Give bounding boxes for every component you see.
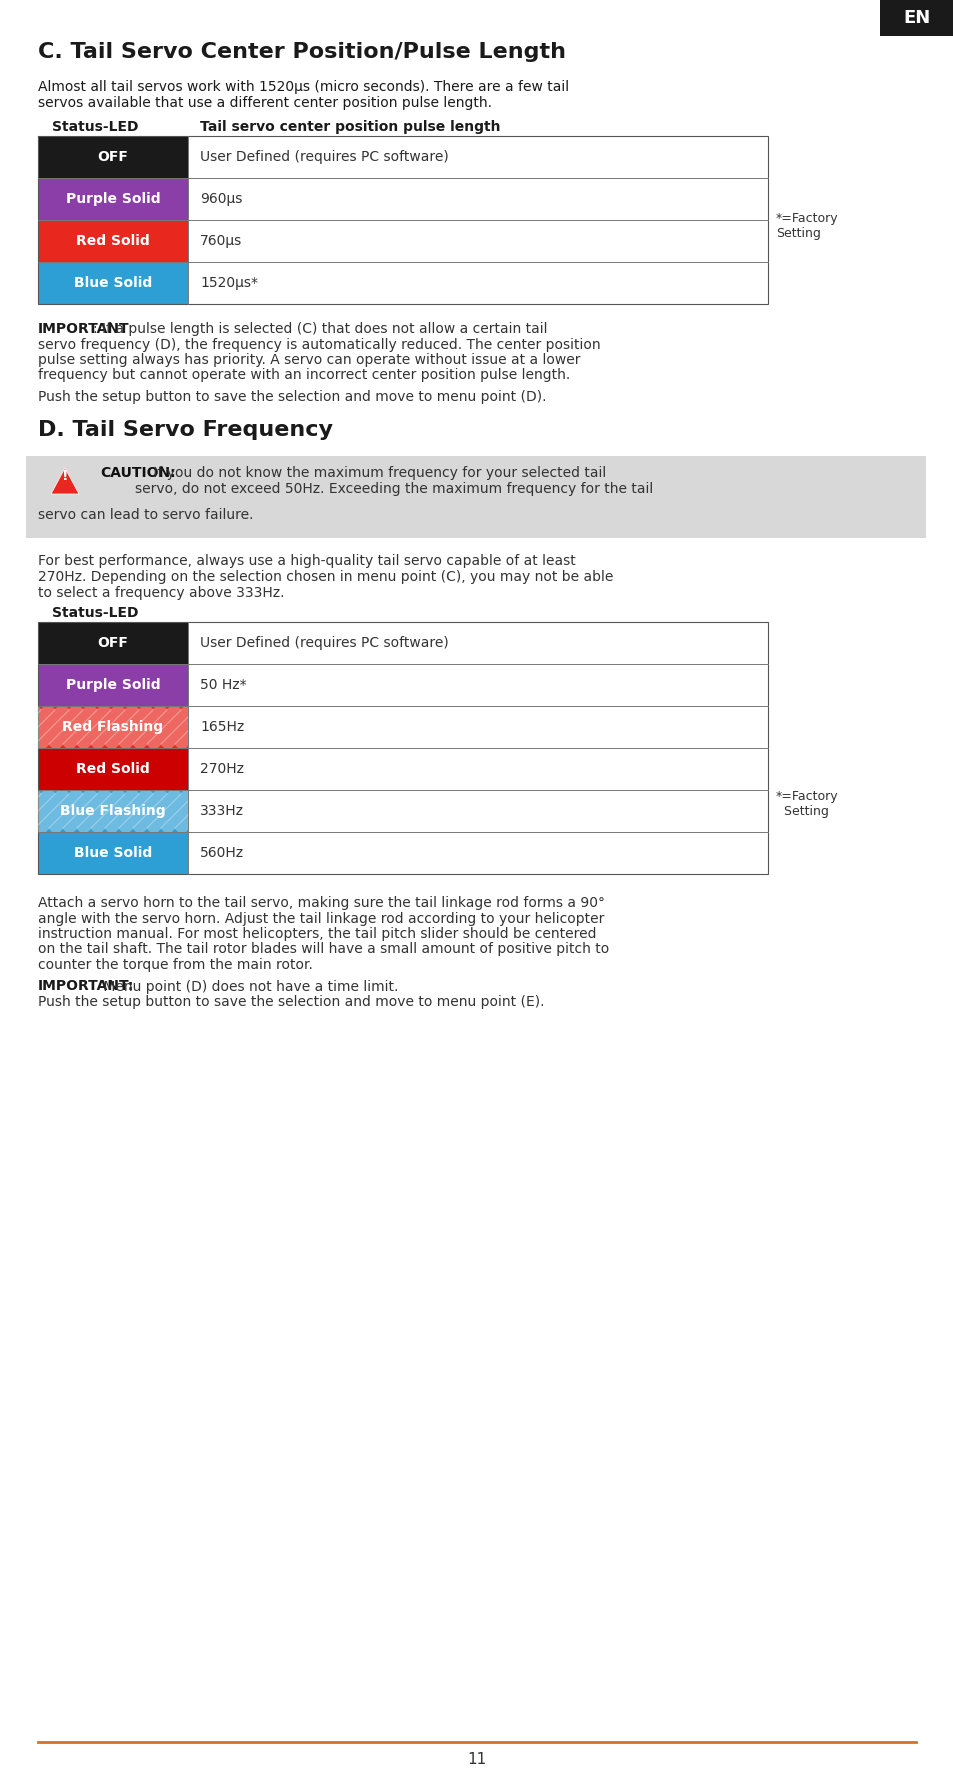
- Text: Status-LED: Status-LED: [52, 606, 138, 620]
- Text: 1520μs*: 1520μs*: [200, 275, 257, 290]
- Text: 270Hz: 270Hz: [200, 762, 244, 777]
- Bar: [879, 0, 953, 36]
- Bar: [38, 622, 188, 665]
- Text: counter the torque from the main rotor.: counter the torque from the main rotor.: [38, 958, 313, 972]
- Text: Almost all tail servos work with 1520μs (micro seconds). There are a few tail: Almost all tail servos work with 1520μs …: [38, 80, 569, 94]
- Bar: [38, 791, 188, 832]
- Text: Red Flashing: Red Flashing: [62, 720, 163, 734]
- Text: frequency but cannot operate with an incorrect center position pulse length.: frequency but cannot operate with an inc…: [38, 368, 570, 382]
- Text: 50 Hz*: 50 Hz*: [200, 679, 247, 691]
- Text: Tail servo center position pulse length: Tail servo center position pulse length: [200, 121, 500, 133]
- Bar: [38, 705, 188, 748]
- Text: If you do not know the maximum frequency for your selected tail: If you do not know the maximum frequency…: [149, 466, 606, 480]
- Text: Setting: Setting: [775, 227, 820, 240]
- Polygon shape: [51, 467, 79, 494]
- Text: to select a frequency above 333Hz.: to select a frequency above 333Hz.: [38, 586, 284, 601]
- Bar: [38, 178, 188, 220]
- Text: 760μs: 760μs: [200, 235, 242, 249]
- Text: !: !: [62, 469, 69, 483]
- Text: C. Tail Servo Center Position/Pulse Length: C. Tail Servo Center Position/Pulse Leng…: [38, 43, 565, 62]
- Text: servo can lead to servo failure.: servo can lead to servo failure.: [38, 508, 253, 522]
- Text: 11: 11: [467, 1752, 486, 1768]
- Text: Menu point (D) does not have a time limit.: Menu point (D) does not have a time limi…: [99, 979, 398, 993]
- Bar: [38, 622, 767, 874]
- Text: Setting: Setting: [775, 805, 828, 817]
- Text: Red Solid: Red Solid: [76, 762, 150, 777]
- Bar: [38, 261, 188, 304]
- Text: 165Hz: 165Hz: [200, 720, 244, 734]
- Text: 270Hz. Depending on the selection chosen in menu point (C), you may not be able: 270Hz. Depending on the selection chosen…: [38, 570, 613, 585]
- Text: Purple Solid: Purple Solid: [66, 679, 160, 691]
- Text: 333Hz: 333Hz: [200, 803, 244, 817]
- Bar: [38, 137, 767, 304]
- Text: angle with the servo horn. Adjust the tail linkage rod according to your helicop: angle with the servo horn. Adjust the ta…: [38, 912, 604, 926]
- Text: Blue Flashing: Blue Flashing: [60, 803, 166, 817]
- Bar: [38, 748, 188, 791]
- Text: User Defined (requires PC software): User Defined (requires PC software): [200, 149, 448, 163]
- Bar: [38, 665, 188, 705]
- Bar: [26, 457, 925, 538]
- Text: 960μs: 960μs: [200, 192, 242, 206]
- Text: IMPORTANT:: IMPORTANT:: [38, 979, 134, 993]
- Text: Status-LED: Status-LED: [52, 121, 138, 133]
- Text: Push the setup button to save the selection and move to menu point (E).: Push the setup button to save the select…: [38, 995, 544, 1009]
- Text: CAUTION:: CAUTION:: [100, 466, 175, 480]
- Text: servos available that use a different center position pulse length.: servos available that use a different ce…: [38, 96, 492, 110]
- Text: For best performance, always use a high-quality tail servo capable of at least: For best performance, always use a high-…: [38, 554, 576, 569]
- Text: instruction manual. For most helicopters, the tail pitch slider should be center: instruction manual. For most helicopters…: [38, 928, 596, 942]
- Text: Blue Solid: Blue Solid: [73, 275, 152, 290]
- Text: Blue Solid: Blue Solid: [73, 846, 152, 860]
- Text: 560Hz: 560Hz: [200, 846, 244, 860]
- Text: D. Tail Servo Frequency: D. Tail Servo Frequency: [38, 419, 333, 441]
- Text: IMPORTANT: IMPORTANT: [38, 322, 130, 336]
- Bar: [38, 832, 188, 874]
- Text: Push the setup button to save the selection and move to menu point (D).: Push the setup button to save the select…: [38, 389, 546, 403]
- Text: : If a pulse length is selected (C) that does not allow a certain tail: : If a pulse length is selected (C) that…: [93, 322, 547, 336]
- Text: Attach a servo horn to the tail servo, making sure the tail linkage rod forms a : Attach a servo horn to the tail servo, m…: [38, 896, 604, 910]
- Text: servo, do not exceed 50Hz. Exceeding the maximum frequency for the tail: servo, do not exceed 50Hz. Exceeding the…: [100, 482, 653, 496]
- Text: OFF: OFF: [97, 149, 129, 163]
- Text: *=Factory: *=Factory: [775, 791, 838, 803]
- Text: servo frequency (D), the frequency is automatically reduced. The center position: servo frequency (D), the frequency is au…: [38, 338, 600, 352]
- Text: *=Factory: *=Factory: [775, 211, 838, 224]
- Text: OFF: OFF: [97, 636, 129, 650]
- Text: on the tail shaft. The tail rotor blades will have a small amount of positive pi: on the tail shaft. The tail rotor blades…: [38, 942, 609, 956]
- Bar: [38, 137, 188, 178]
- Text: Red Solid: Red Solid: [76, 235, 150, 249]
- Bar: [38, 220, 188, 261]
- Text: Purple Solid: Purple Solid: [66, 192, 160, 206]
- Text: EN: EN: [902, 9, 929, 27]
- Text: User Defined (requires PC software): User Defined (requires PC software): [200, 636, 448, 650]
- Text: pulse setting always has priority. A servo can operate without issue at a lower: pulse setting always has priority. A ser…: [38, 354, 579, 368]
